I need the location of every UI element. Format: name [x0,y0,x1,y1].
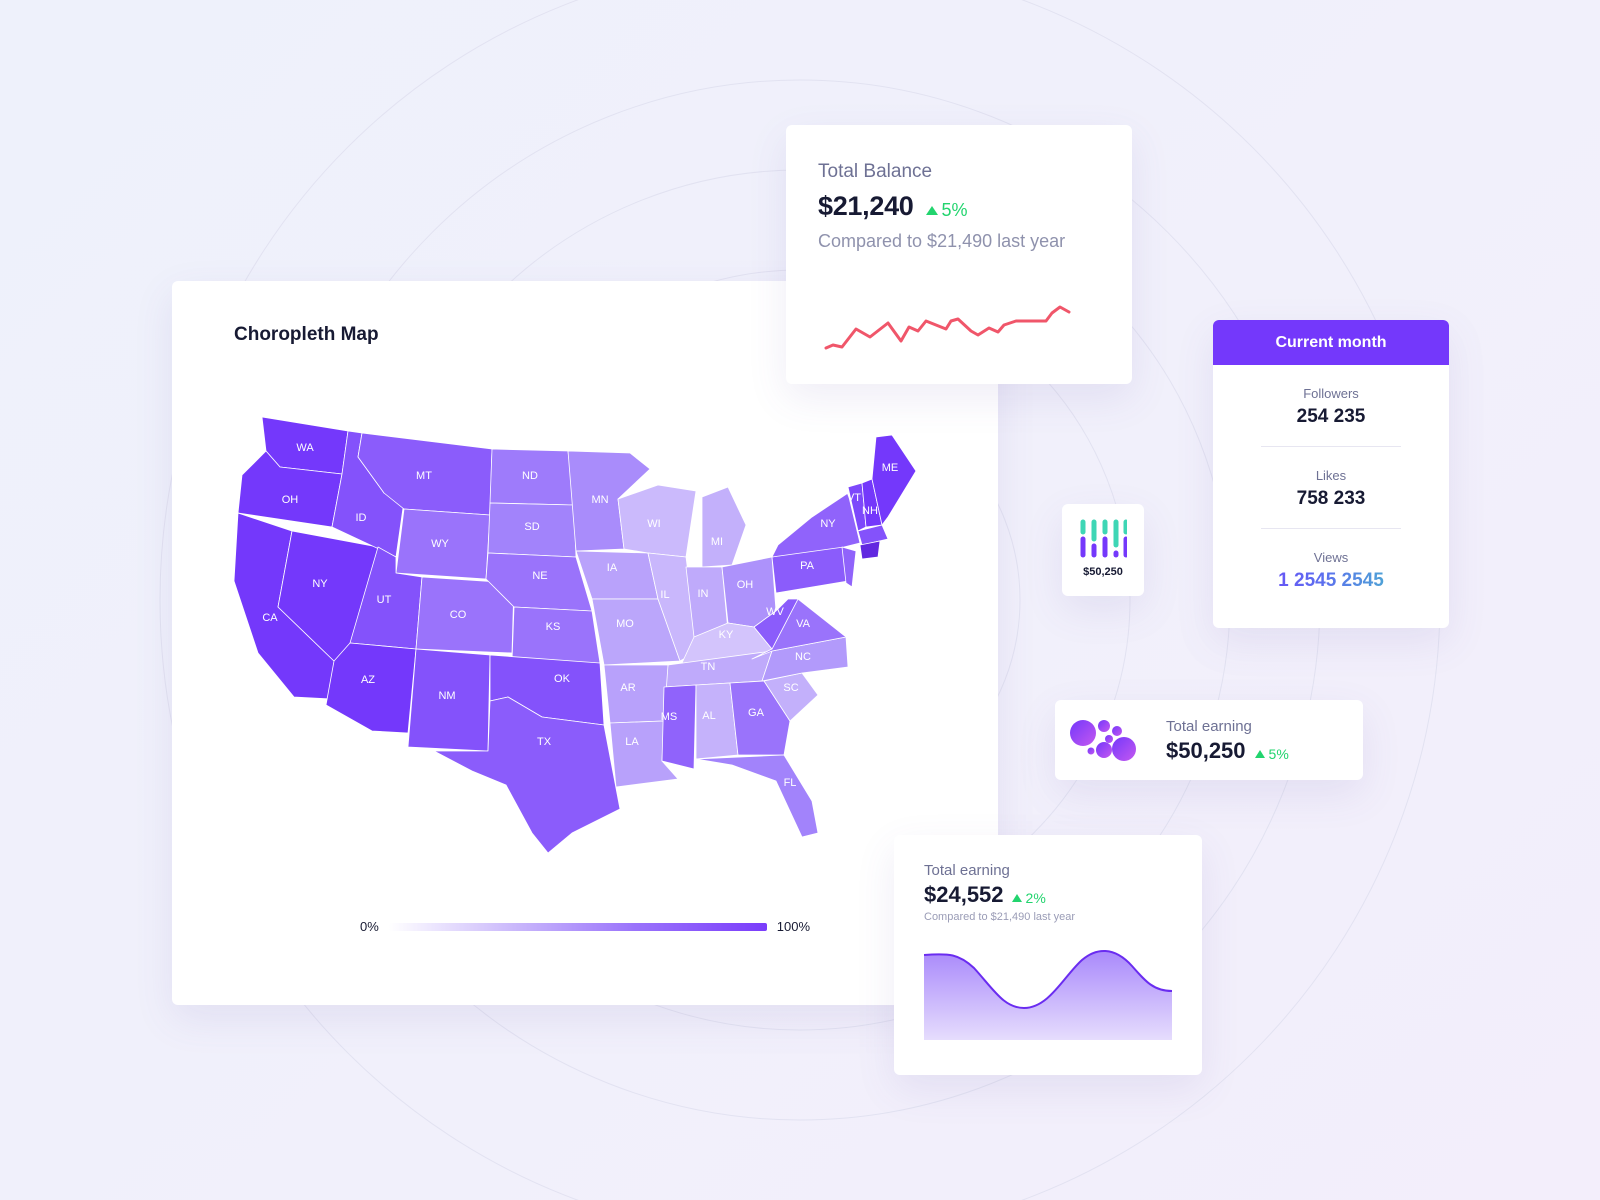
svg-text:SC: SC [783,682,798,694]
bar-chart-icon [1080,519,1127,558]
wave-card-value: $24,552 [924,882,1004,907]
state-labels: WA OH ID MT ND MN WI MI SD WY NY UT CA N… [262,442,898,789]
wave-card-title: Total earning [924,862,1010,879]
bubble-card-title: Total earning [1166,718,1252,735]
bubble-card-value: $50,250 [1166,738,1246,763]
svg-text:PA: PA [800,560,815,572]
metric-views: Views 1 2545 2545 [1213,529,1449,592]
state-ks[interactable] [511,606,601,664]
month-header: Current month [1213,320,1449,365]
svg-text:WA: WA [296,442,314,454]
svg-text:LA: LA [625,736,639,748]
svg-text:GA: GA [748,707,765,719]
svg-text:KY: KY [719,629,734,641]
svg-text:MN: MN [591,494,608,506]
svg-text:CA: CA [262,612,278,624]
trend-up-icon [1011,894,1022,902]
svg-text:UT: UT [377,594,392,606]
svg-text:KS: KS [546,621,561,633]
svg-text:AL: AL [702,710,715,722]
svg-text:IL: IL [660,589,669,601]
svg-text:NH: NH [862,505,878,517]
state-ma[interactable] [857,524,889,546]
svg-text:ND: ND [522,470,538,482]
bubble-card-delta: 5% [1254,746,1289,762]
svg-text:TX: TX [537,736,552,748]
total-balance-card: Total Balance $21,240 5% Compared to $21… [786,125,1132,384]
svg-text:NC: NC [795,651,811,663]
svg-text:VT: VT [847,492,861,504]
legend-min-label: 0% [360,919,379,934]
state-nc[interactable] [761,636,849,682]
svg-text:OK: OK [554,673,571,685]
svg-text:MO: MO [616,618,634,630]
legend-max-label: 100% [776,919,811,934]
choropleth-map-card: Choropleth Map [172,281,998,1005]
metric-likes: Likes 758 233 [1213,447,1449,529]
svg-text:IA: IA [607,562,618,574]
state-ga[interactable] [729,680,791,756]
wave-card-delta: 2% [1011,890,1046,906]
svg-text:MT: MT [416,470,432,482]
metric-followers: Followers 254 235 [1213,365,1449,447]
svg-text:WV: WV [766,606,784,618]
svg-text:NY: NY [312,578,328,590]
svg-text:VA: VA [796,618,811,630]
svg-text:OH: OH [737,579,754,591]
state-ny[interactable] [771,492,861,558]
mini-bars-value: $50,250 [1083,566,1123,578]
svg-text:AZ: AZ [361,674,375,686]
map-legend: 0% 100% [360,919,810,934]
svg-text:MI: MI [711,536,723,548]
state-ct[interactable] [859,540,881,560]
svg-text:MS: MS [661,711,678,723]
wave-card-comparison: Compared to $21,490 last year [924,911,1076,923]
svg-text:WI: WI [647,518,660,530]
svg-text:IN: IN [698,588,709,600]
state-az[interactable] [325,642,417,734]
state-tx[interactable] [433,696,621,854]
mini-bars-card: $50,250 [1062,504,1144,596]
divider [1261,446,1401,447]
bubbles-icon [1070,720,1136,761]
total-earning-wave-card: Total earning $24,552 2% Compared to $21… [894,835,1202,1075]
balance-delta: 5% [925,200,968,221]
svg-text:FL: FL [784,777,797,789]
state-la[interactable] [609,720,679,788]
state-ar[interactable] [603,664,669,724]
state-ms[interactable] [661,684,697,770]
balance-title: Total Balance [818,161,933,182]
divider [1261,528,1401,529]
state-nj[interactable] [841,546,857,588]
balance-comparison: Compared to $21,490 last year [818,231,1066,251]
svg-text:NM: NM [438,690,455,702]
earning-area-chart [924,950,1172,1040]
trend-up-icon [925,206,938,215]
svg-text:WY: WY [431,538,449,550]
balance-value: $21,240 [818,191,914,221]
state-fl[interactable] [695,754,819,838]
svg-text:TN: TN [701,661,716,673]
legend-gradient-bar [388,922,767,931]
svg-text:OH: OH [282,494,299,506]
svg-text:CO: CO [450,609,467,621]
svg-text:NE: NE [532,570,547,582]
map-title: Choropleth Map [234,324,379,345]
total-earning-bubbles-card: Total earning $50,250 5% [1055,700,1363,780]
us-choropleth-map: WA OH ID MT ND MN WI MI SD WY NY UT CA N… [233,416,917,854]
state-ia[interactable] [575,550,659,600]
trend-up-icon [1254,750,1265,758]
svg-text:ME: ME [882,462,899,474]
state-mi[interactable] [701,486,747,568]
svg-text:NY: NY [820,518,836,530]
svg-text:AR: AR [620,682,635,694]
svg-text:SD: SD [524,521,539,533]
balance-sparkline [824,305,1071,350]
current-month-card: Current month Followers 254 235 Likes 75… [1213,320,1449,628]
svg-text:ID: ID [356,512,367,524]
state-wv[interactable] [753,598,799,650]
